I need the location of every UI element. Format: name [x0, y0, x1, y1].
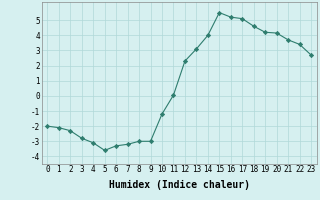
- X-axis label: Humidex (Indice chaleur): Humidex (Indice chaleur): [109, 180, 250, 190]
